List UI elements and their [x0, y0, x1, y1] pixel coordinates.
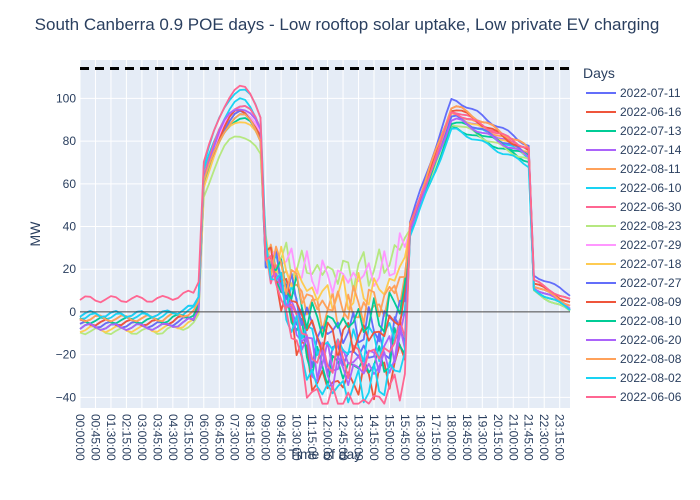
- legend-entry: 2022-08-23: [620, 219, 682, 233]
- x-tick-label: 09:00:00: [259, 414, 273, 461]
- series-line-2022-06-20: [79, 108, 571, 390]
- y-tick-label: 20: [63, 262, 77, 276]
- reference-lines: [80, 67, 570, 313]
- series-line-2022-06-06: [79, 84, 571, 405]
- series-line-2022-08-10: [79, 113, 571, 338]
- x-tick-label: 18:00:00: [444, 414, 458, 461]
- x-tick-label: 22:30:00: [537, 414, 551, 461]
- x-tick-label: 21:00:00: [506, 414, 520, 461]
- legend-entry: 2022-08-02: [620, 371, 682, 385]
- y-tick-label: 80: [63, 134, 77, 148]
- legend-entry: 2022-07-27: [620, 276, 682, 290]
- legend-entry: 2022-08-10: [620, 314, 682, 328]
- legend-entry: 2022-06-20: [620, 333, 682, 347]
- x-tick-label: 08:15:00: [243, 414, 257, 461]
- legend-entry: 2022-08-08: [620, 352, 682, 366]
- x-tick-label: 01:30:00: [104, 414, 118, 461]
- x-tick-label: 23:15:00: [553, 414, 567, 461]
- y-tick-label: 60: [63, 177, 77, 191]
- legend-entry: 2022-08-11: [620, 162, 681, 176]
- x-tick-label: 15:00:00: [382, 414, 396, 461]
- x-axis-title: Time of day: [289, 446, 362, 462]
- legend-entry: 2022-06-30: [620, 200, 682, 214]
- legend-entry: 2022-07-11: [620, 86, 681, 100]
- y-axis-title: MW: [27, 221, 43, 247]
- x-tick-label: 19:30:00: [475, 414, 489, 461]
- legend-entry: 2022-06-06: [620, 390, 682, 404]
- y-tick-label: 40: [63, 220, 77, 234]
- legend: Days 2022-07-11 2022-06-16 2022-07-13 2022-…: [583, 65, 682, 404]
- legend-title: Days: [583, 65, 615, 81]
- x-tick-label: 03:00:00: [135, 414, 149, 461]
- series-line-2022-08-23: [79, 124, 571, 336]
- x-tick-label: 14:15:00: [367, 414, 381, 461]
- x-tick-label: 06:00:00: [197, 414, 211, 461]
- x-tick-label: 12:45:00: [336, 414, 350, 461]
- x-tick-label: 04:30:00: [166, 414, 180, 461]
- x-tick-label: 03:45:00: [150, 414, 164, 461]
- x-tick-label: 18:45:00: [460, 414, 474, 461]
- x-tick-label: 17:15:00: [429, 414, 443, 461]
- x-tick-label: 13:30:00: [352, 414, 366, 461]
- series-lines: [79, 84, 571, 405]
- x-tick-label: 07:30:00: [228, 414, 242, 461]
- legend-entry: 2022-07-13: [620, 124, 682, 138]
- x-tick-label: 15:45:00: [398, 414, 412, 461]
- x-tick-label: 05:15:00: [181, 414, 195, 461]
- x-tick-label: 00:45:00: [88, 414, 102, 461]
- x-tick-label: 09:45:00: [274, 414, 288, 461]
- x-tick-label: 02:15:00: [119, 414, 133, 461]
- x-tick-label: 10:30:00: [290, 414, 304, 461]
- x-axis-ticks: 00:00:00 00:45:00 01:30:00 02:15:00 03:00:00…: [73, 414, 567, 461]
- y-axis-ticks: −40 −20 0 20 40 60 80 100: [56, 91, 77, 404]
- x-tick-label: 21:45:00: [522, 414, 536, 461]
- x-tick-label: 11:15:00: [305, 414, 319, 460]
- x-tick-label: 12:00:00: [321, 414, 335, 461]
- legend-entry: 2022-06-16: [620, 105, 682, 119]
- legend-entry: 2022-08-09: [620, 295, 682, 309]
- chart-title: South Canberra 0.9 POE days - Low roofto…: [35, 15, 660, 34]
- legend-entry: 2022-06-10: [620, 181, 682, 195]
- y-tick-label: −40: [56, 390, 77, 404]
- legend-entry: 2022-07-29: [620, 238, 682, 252]
- x-tick-label: 20:15:00: [491, 414, 505, 461]
- y-tick-label: −20: [56, 348, 77, 362]
- x-tick-label: 06:45:00: [212, 414, 226, 461]
- legend-entry: 2022-07-14: [620, 143, 682, 157]
- x-tick-label: 00:00:00: [73, 414, 87, 461]
- legend-entry: 2022-07-18: [620, 257, 682, 271]
- y-tick-label: 100: [56, 91, 76, 105]
- y-tick-label: 0: [69, 305, 76, 319]
- x-tick-label: 16:30:00: [413, 414, 427, 461]
- series-line-2022-08-08: [79, 105, 571, 325]
